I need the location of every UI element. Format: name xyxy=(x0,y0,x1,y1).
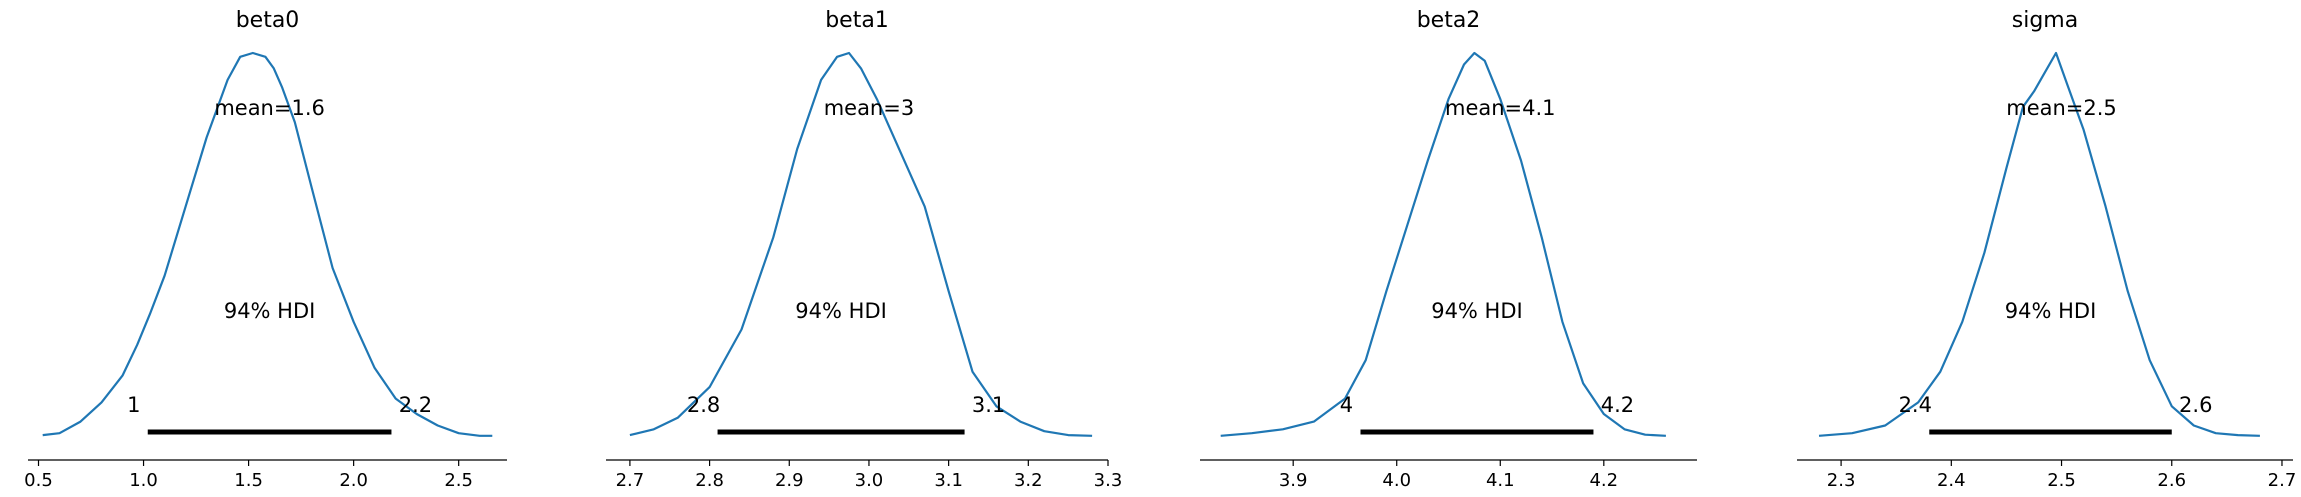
mean-label: mean=1.6 xyxy=(214,96,325,120)
x-tick-label: 2.6 xyxy=(2157,470,2186,491)
mean-label: mean=4.1 xyxy=(1445,96,1556,120)
hdi-label: 94% HDI xyxy=(224,299,316,323)
x-tick-label: 4.2 xyxy=(1589,470,1618,491)
density-curve xyxy=(42,51,493,437)
x-tick-label: 4.1 xyxy=(1486,470,1515,491)
hdi-label: 94% HDI xyxy=(2005,299,2097,323)
hdi-high-label: 4.2 xyxy=(1601,393,1634,417)
x-tick-label: 3.1 xyxy=(934,470,963,491)
x-tick-label: 2.5 xyxy=(2047,470,2076,491)
mean-label: mean=3 xyxy=(824,96,915,120)
density-curve xyxy=(1220,51,1666,437)
hdi-high-label: 3.1 xyxy=(972,393,1005,417)
density-curve xyxy=(1818,51,2260,437)
mean-label: mean=2.5 xyxy=(2006,96,2117,120)
hdi-label: 94% HDI xyxy=(1431,299,1523,323)
x-tick-label: 3.2 xyxy=(1014,470,1043,491)
x-tick-label: 2.5 xyxy=(444,470,473,491)
subplot-title: beta1 xyxy=(825,8,889,33)
subplot-beta1: beta1 mean=3 94% HDI 2.8 3.1 2.7 2.8 2.9 3.0 3.1 3… xyxy=(606,8,1122,491)
hdi-low-label: 1 xyxy=(127,393,140,417)
hdi-label: 94% HDI xyxy=(795,299,887,323)
subplot-sigma: sigma mean=2.5 94% HDI 2.4 2.6 2.3 2.4 2.5 2.6 2.… xyxy=(1797,8,2296,491)
hdi-high-label: 2.2 xyxy=(399,393,432,417)
x-tick-label: 2.0 xyxy=(339,470,368,491)
x-tick-label: 1.5 xyxy=(234,470,263,491)
subplot-title: beta2 xyxy=(1417,8,1481,33)
x-tick-label: 3.0 xyxy=(855,470,884,491)
x-tick-label: 0.5 xyxy=(24,470,53,491)
hdi-low-label: 4 xyxy=(1340,393,1353,417)
x-tick-label: 2.3 xyxy=(1827,470,1856,491)
subplot-beta0: beta0 mean=1.6 94% HDI 1 2.2 0.5 1.0 1.5 2.0 2.5 xyxy=(24,8,507,491)
hdi-low-label: 2.4 xyxy=(1899,393,1932,417)
x-tick-label: 2.8 xyxy=(695,470,724,491)
hdi-high-label: 2.6 xyxy=(2179,393,2212,417)
x-tick-label: 3.3 xyxy=(1094,470,1123,491)
subplot-title: beta0 xyxy=(236,8,300,33)
x-tick-label: 1.0 xyxy=(129,470,158,491)
x-tick-label: 2.4 xyxy=(1937,470,1966,491)
x-tick-label: 4.0 xyxy=(1382,470,1411,491)
x-tick-label: 2.7 xyxy=(2268,470,2297,491)
subplot-beta2: beta2 mean=4.1 94% HDI 4 4.2 3.9 4.0 4.1 4.2 xyxy=(1200,8,1697,491)
x-tick-label: 2.9 xyxy=(775,470,804,491)
subplot-title: sigma xyxy=(2012,8,2078,33)
x-tick-label: 3.9 xyxy=(1279,470,1308,491)
hdi-low-label: 2.8 xyxy=(687,393,720,417)
density-curve xyxy=(629,51,1093,437)
x-tick-label: 2.7 xyxy=(616,470,645,491)
